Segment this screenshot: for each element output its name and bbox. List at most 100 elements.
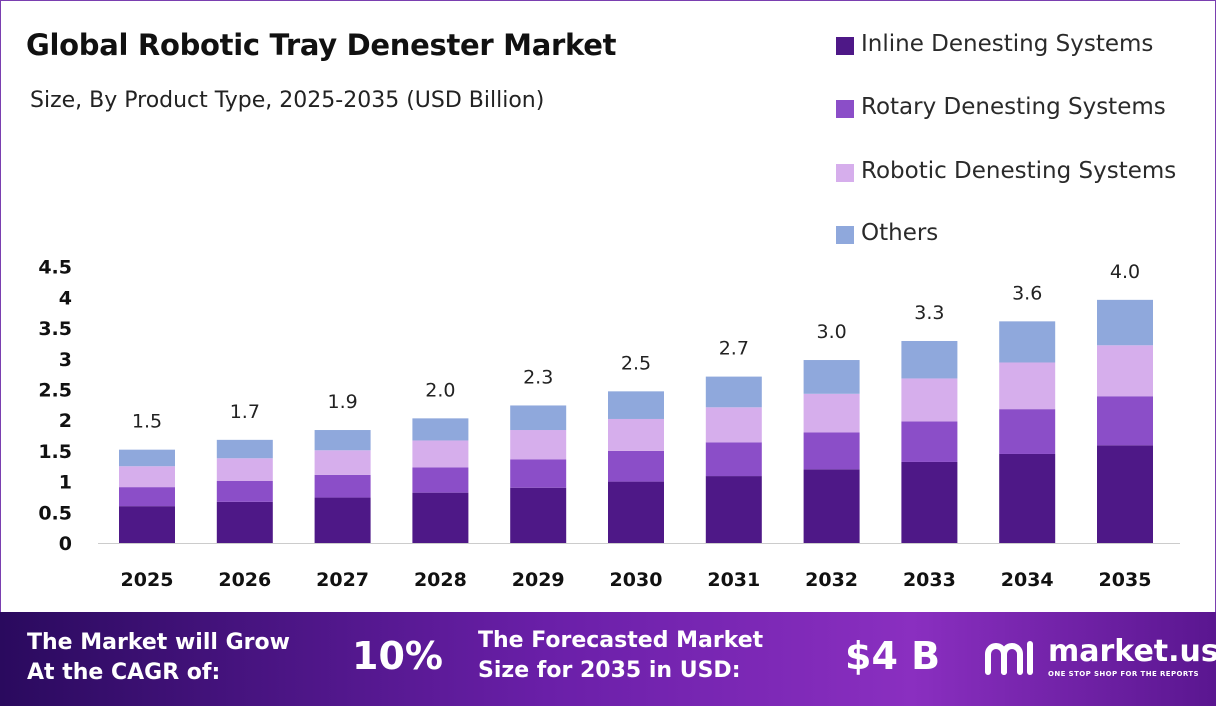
y-tick-label: 2 bbox=[59, 410, 72, 432]
bar-segment bbox=[216, 439, 273, 459]
chart-subtitle: Size, By Product Type, 2025-2035 (USD Bi… bbox=[30, 88, 545, 113]
market-us-logo-icon bbox=[985, 641, 1033, 675]
x-tick-label: 2030 bbox=[610, 569, 663, 591]
brand-logo[interactable]: market.us ONE STOP SHOP FOR THE REPORTS bbox=[982, 634, 1216, 684]
bar-total-label: 2.5 bbox=[621, 352, 651, 374]
y-tick-label: 0.5 bbox=[38, 502, 72, 524]
y-tick-label: 4.5 bbox=[38, 257, 72, 279]
bar-segment bbox=[608, 450, 664, 482]
bar-segment bbox=[803, 360, 860, 394]
bar-segment bbox=[705, 407, 762, 443]
y-tick-label: 1 bbox=[59, 472, 72, 494]
bar-segment bbox=[412, 492, 469, 543]
bar-segment bbox=[1097, 445, 1153, 543]
y-tick-label: 4 bbox=[59, 287, 72, 309]
bar-segment bbox=[119, 449, 175, 467]
bar-segment bbox=[705, 442, 762, 477]
bar-segment bbox=[901, 340, 958, 379]
bar-total-label: 3.6 bbox=[1012, 282, 1042, 304]
x-tick-label: 2033 bbox=[903, 569, 956, 591]
bar-segment bbox=[314, 430, 371, 451]
market-size-label: The Forecasted Market Size for 2035 in U… bbox=[478, 626, 808, 686]
bar-total-label: 1.7 bbox=[230, 401, 260, 423]
bar-segment bbox=[705, 376, 762, 408]
x-tick-label: 2028 bbox=[414, 569, 467, 591]
x-tick-label: 2031 bbox=[707, 569, 760, 591]
bar-segment bbox=[999, 362, 1056, 410]
bar-segment bbox=[608, 418, 664, 451]
cagr-label-line-1: The Market will Grow bbox=[27, 630, 290, 655]
x-tick-label: 2034 bbox=[1001, 569, 1054, 591]
bar-segment bbox=[119, 466, 175, 488]
y-tick-label: 1.5 bbox=[38, 441, 72, 463]
legend-label-inline: Inline Denesting Systems bbox=[861, 31, 1154, 57]
bar-segment bbox=[314, 450, 371, 475]
legend-label-robotic: Robotic Denesting Systems bbox=[861, 158, 1177, 184]
cagr-label-line-2: At the CAGR of: bbox=[27, 660, 221, 685]
bar-segment bbox=[901, 378, 958, 422]
bar-total-label: 3.0 bbox=[816, 321, 846, 343]
y-tick-label: 3.5 bbox=[38, 318, 72, 340]
bar-segment bbox=[412, 440, 469, 468]
cagr-value: 10% bbox=[352, 634, 443, 678]
bar-segment bbox=[216, 458, 273, 481]
market-size-label-line-1: The Forecasted Market bbox=[478, 628, 764, 653]
bar-total-label: 4.0 bbox=[1110, 261, 1140, 283]
legend-swatch-rotary bbox=[836, 100, 854, 118]
bar-segment bbox=[510, 459, 567, 488]
legend-swatch-inline bbox=[836, 37, 854, 55]
x-tick-label: 2032 bbox=[805, 569, 858, 591]
y-tick-label: 2.5 bbox=[38, 380, 72, 402]
x-tick-label: 2035 bbox=[1099, 569, 1152, 591]
bar-segment bbox=[999, 321, 1056, 363]
chart-title: Global Robotic Tray Denester Market bbox=[26, 28, 617, 62]
market-size-value: $4 B bbox=[845, 634, 941, 678]
bar-segment bbox=[999, 409, 1056, 454]
legend-label-rotary: Rotary Denesting Systems bbox=[861, 94, 1166, 120]
x-tick-label: 2026 bbox=[218, 569, 271, 591]
bar-segment bbox=[119, 487, 175, 507]
bar-segment bbox=[1097, 345, 1153, 397]
bar-segment bbox=[901, 421, 958, 462]
legend-label-others: Others bbox=[861, 220, 939, 246]
brand-name: market.us bbox=[1048, 634, 1216, 669]
brand-tagline: ONE STOP SHOP FOR THE REPORTS bbox=[1048, 670, 1199, 678]
x-tick-label: 2027 bbox=[316, 569, 369, 591]
bar-total-label: 2.3 bbox=[523, 366, 553, 388]
bar-total-label: 3.3 bbox=[914, 302, 944, 324]
bar-segment bbox=[803, 469, 860, 543]
bar-segment bbox=[510, 405, 567, 431]
bar-total-label: 1.9 bbox=[327, 391, 357, 413]
bar-total-label: 2.0 bbox=[425, 379, 455, 401]
bar-segment bbox=[608, 391, 664, 419]
bar-segment bbox=[216, 501, 273, 543]
bar-segment bbox=[1097, 396, 1153, 446]
bar-segment bbox=[901, 461, 958, 543]
bar-total-label: 1.5 bbox=[132, 411, 162, 433]
bar-segment bbox=[1097, 299, 1153, 346]
bar-segment bbox=[412, 467, 469, 493]
bar-segment bbox=[510, 487, 567, 543]
bar-segment bbox=[705, 476, 762, 543]
x-tick-label: 2025 bbox=[121, 569, 174, 591]
legend-swatch-robotic bbox=[836, 164, 854, 182]
legend-swatch-others bbox=[836, 226, 854, 244]
bar-segment bbox=[412, 418, 469, 441]
bar-total-label: 2.7 bbox=[719, 338, 749, 360]
bar-segment bbox=[999, 453, 1056, 543]
bar-segment bbox=[314, 497, 371, 543]
x-tick-label: 2029 bbox=[512, 569, 565, 591]
cagr-label: The Market will Grow At the CAGR of: bbox=[27, 628, 327, 688]
y-tick-label: 3 bbox=[59, 349, 72, 371]
bar-segment bbox=[119, 506, 175, 543]
bar-segment bbox=[608, 481, 664, 543]
bar-segment bbox=[803, 393, 860, 433]
footer-banner: The Market will Grow At the CAGR of: 10%… bbox=[0, 612, 1216, 706]
bar-segment bbox=[510, 430, 567, 460]
bar-segment bbox=[803, 432, 860, 470]
bar-segment bbox=[216, 480, 273, 502]
y-tick-label: 0 bbox=[59, 533, 72, 555]
market-size-label-line-2: Size for 2035 in USD: bbox=[478, 658, 741, 683]
stacked-bar-chart: 0 0.5 1 1.5 2 2.5 3 3.5 4 4.5 1.5 2025 1.7 2026 1.9 202… bbox=[38, 257, 1180, 591]
bar-segment bbox=[314, 474, 371, 498]
